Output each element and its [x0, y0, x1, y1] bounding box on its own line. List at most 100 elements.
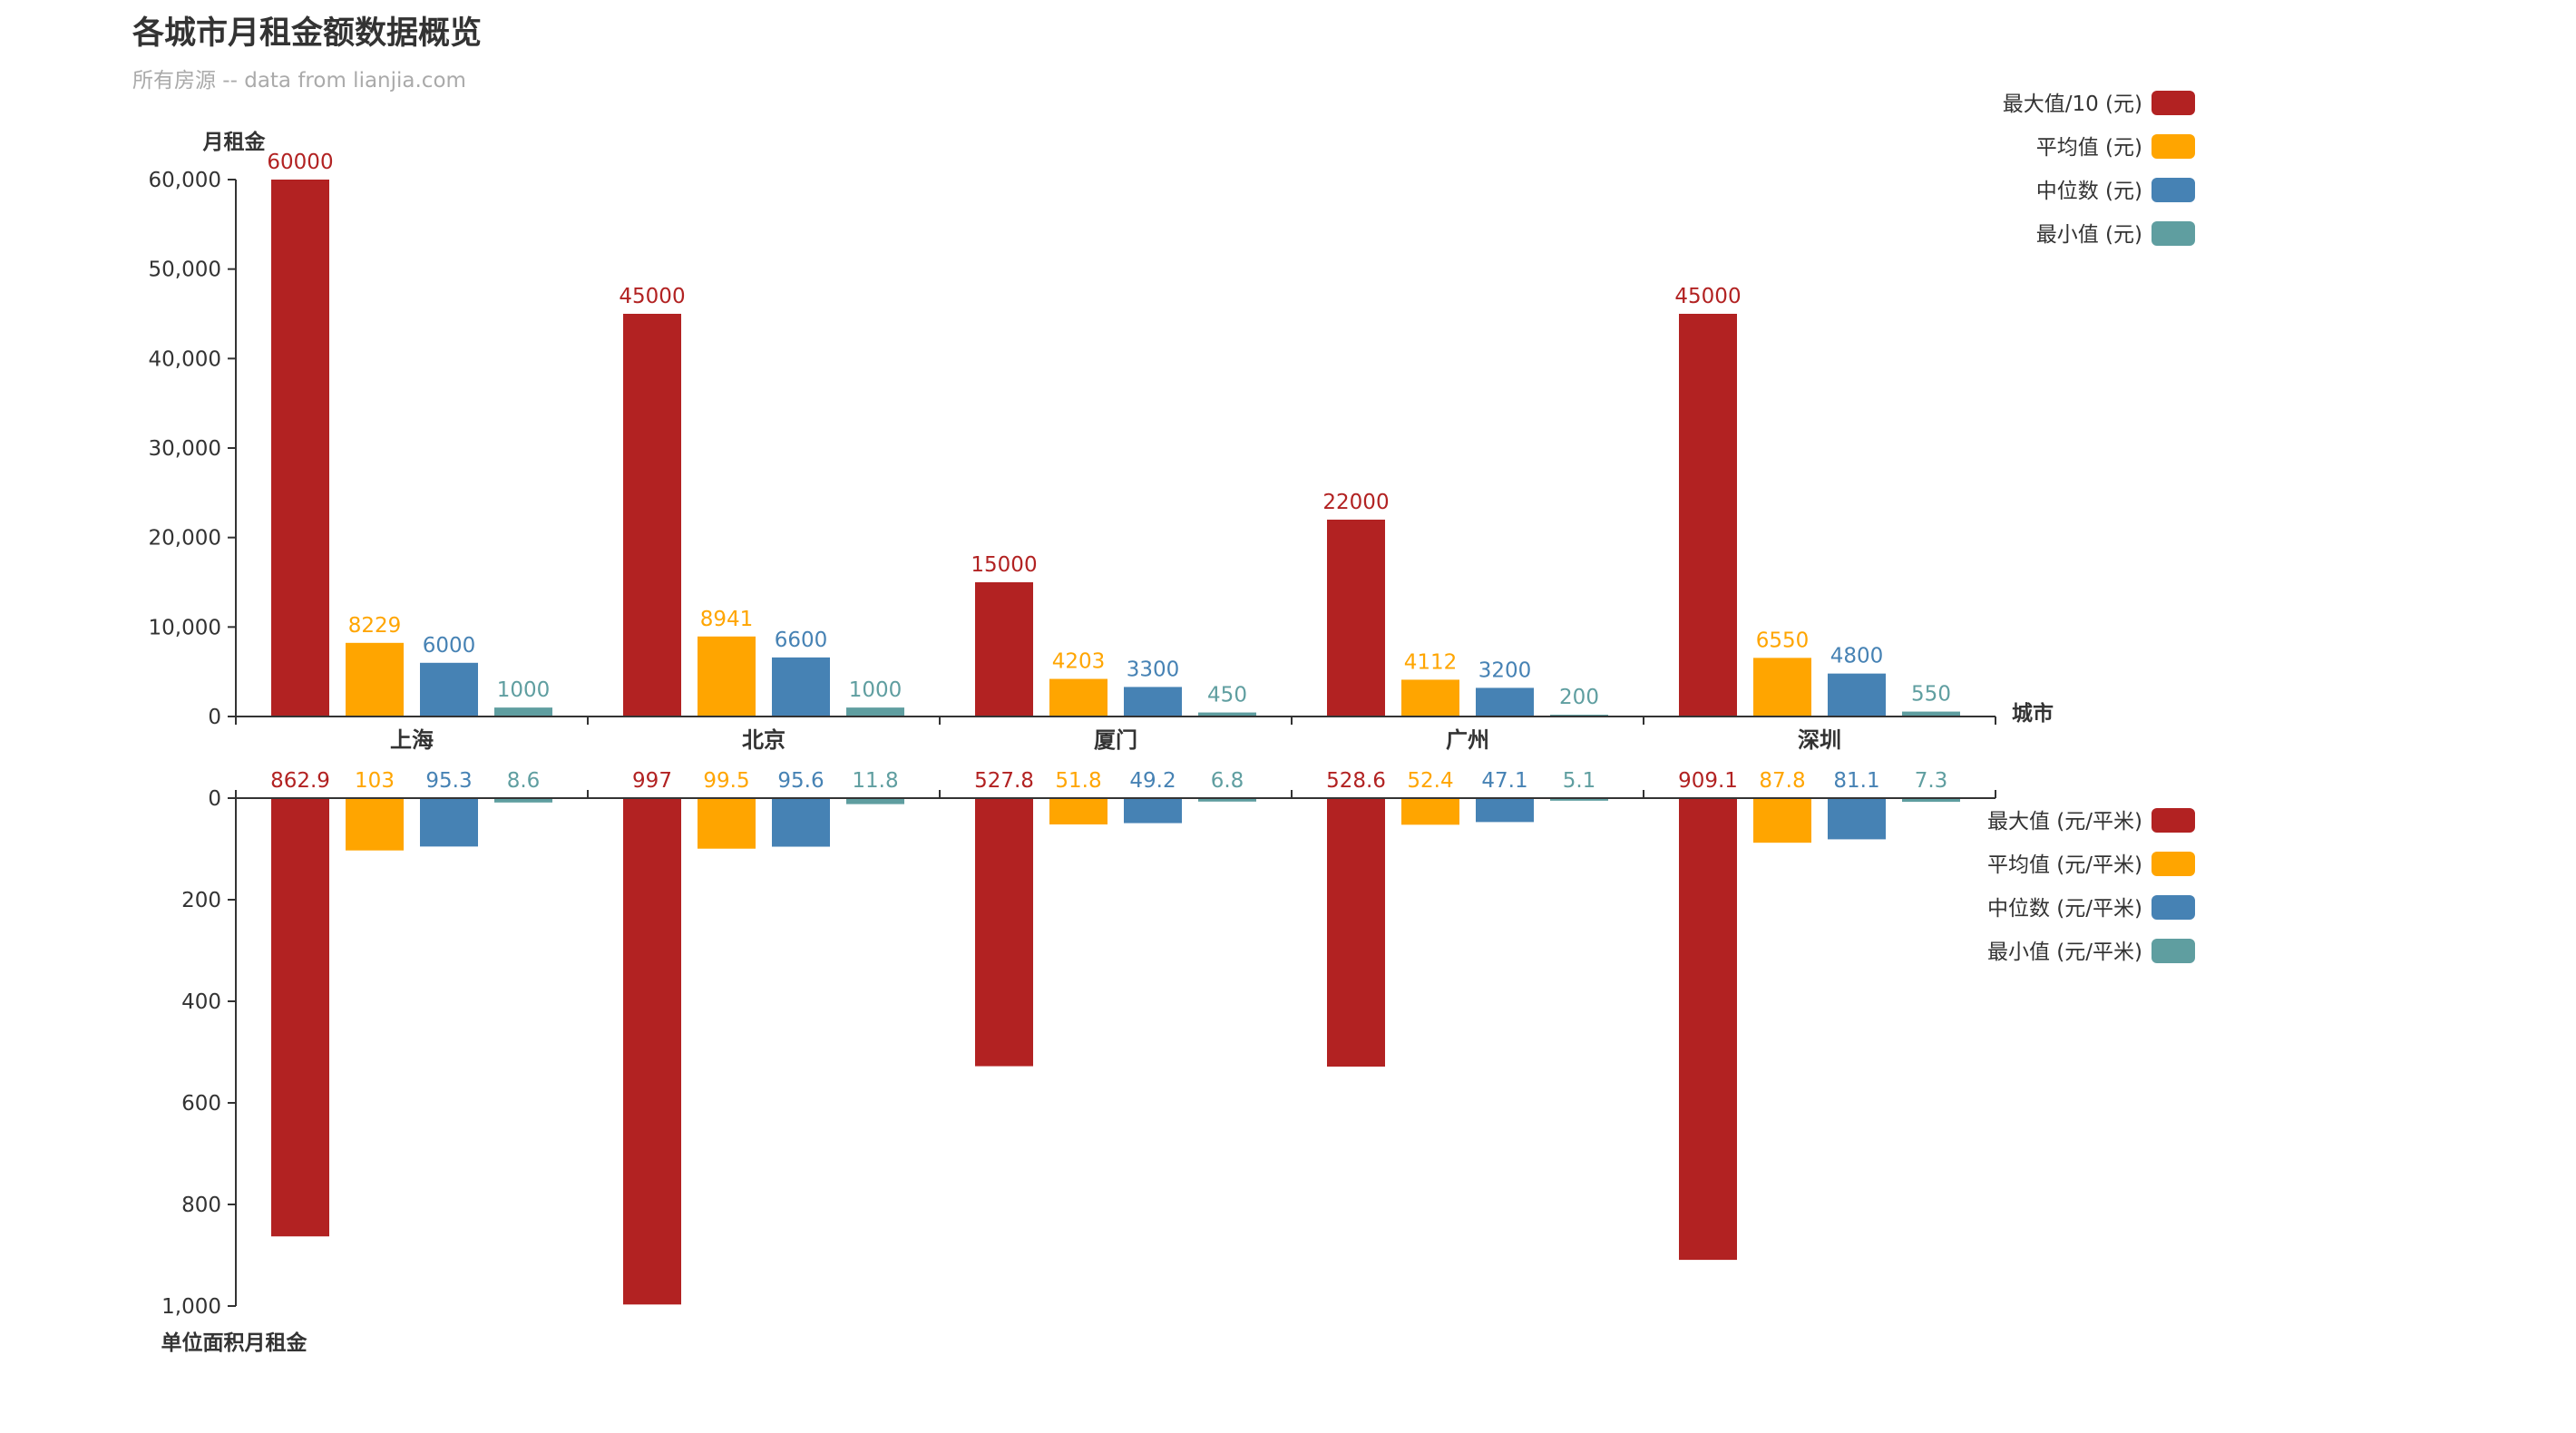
bottom-y-tick-label: 0 — [208, 787, 221, 811]
bottom-legend-label[interactable]: 平均值 (元/平米) — [1987, 853, 2142, 877]
top-legend-swatch[interactable] — [2152, 221, 2195, 246]
bottom-bar[interactable] — [975, 798, 1033, 1067]
top-bar[interactable] — [975, 582, 1033, 716]
bottom-bar[interactable] — [1753, 798, 1811, 843]
top-bar[interactable] — [1679, 314, 1737, 716]
bottom-bar[interactable] — [1679, 798, 1737, 1261]
bottom-bar[interactable] — [698, 798, 756, 849]
top-y-tick-label: 20,000 — [149, 527, 221, 551]
bottom-bar[interactable] — [494, 798, 552, 803]
top-data-label: 4203 — [1052, 650, 1106, 674]
top-bar[interactable] — [772, 657, 830, 716]
bottom-data-label: 7.3 — [1915, 769, 1948, 793]
bottom-data-label: 95.3 — [425, 769, 472, 793]
top-legend-swatch[interactable] — [2152, 91, 2195, 115]
bottom-data-label: 52.4 — [1407, 769, 1453, 793]
top-bar[interactable] — [420, 662, 478, 716]
bottom-y-tick-label: 200 — [181, 889, 221, 912]
bottom-bar[interactable] — [623, 798, 681, 1305]
bottom-bar[interactable] — [271, 798, 329, 1237]
bottom-data-label: 6.8 — [1211, 769, 1244, 793]
bottom-bar[interactable] — [1049, 798, 1107, 825]
top-y-axis-name: 月租金 — [202, 130, 267, 154]
bottom-bar[interactable] — [1476, 798, 1534, 823]
bottom-legend-swatch[interactable] — [2152, 808, 2195, 833]
bottom-y-tick-label: 1,000 — [161, 1295, 221, 1319]
top-legend-label[interactable]: 中位数 (元) — [2036, 180, 2142, 203]
bottom-bar[interactable] — [846, 798, 904, 804]
bottom-legend-swatch[interactable] — [2152, 895, 2195, 920]
bottom-data-label: 51.8 — [1055, 769, 1101, 793]
x-category-label: 深圳 — [1798, 727, 1841, 753]
bottom-data-label: 862.9 — [270, 769, 330, 793]
bottom-bar[interactable] — [1124, 798, 1182, 824]
top-bar[interactable] — [271, 180, 329, 716]
top-bar[interactable] — [1902, 711, 1960, 716]
chart-title: 各城市月租金额数据概览 — [132, 15, 482, 52]
bottom-legend-label[interactable]: 最大值 (元/平米) — [1987, 810, 2142, 833]
bottom-legend-swatch[interactable] — [2152, 939, 2195, 963]
top-legend-label[interactable]: 最大值/10 (元) — [2003, 93, 2142, 116]
top-data-label: 550 — [1911, 683, 1951, 707]
top-y-tick-label: 0 — [208, 706, 221, 729]
top-data-label: 8229 — [348, 614, 402, 638]
top-data-label: 15000 — [971, 553, 1037, 577]
top-bar[interactable] — [698, 636, 756, 716]
bottom-data-label: 99.5 — [703, 769, 749, 793]
bottom-bar[interactable] — [1327, 798, 1385, 1067]
top-data-label: 4800 — [1830, 645, 1884, 668]
top-y-tick-label: 30,000 — [149, 437, 221, 461]
top-panel: 0 10,000 20,000 30,000 40,000 50,000 60,000 600… — [149, 151, 1996, 753]
bottom-y-axis-name: 单位面积月租金 — [161, 1331, 308, 1355]
top-data-label: 6550 — [1756, 629, 1810, 652]
top-bar[interactable] — [346, 642, 404, 716]
top-legend[interactable]: 最大值/10 (元) 平均值 (元) 中位数 (元) 最小值 (元) — [2003, 91, 2195, 247]
top-bar[interactable] — [1049, 678, 1107, 716]
top-data-label: 1000 — [497, 678, 551, 702]
bottom-bar[interactable] — [772, 798, 830, 847]
top-bar[interactable] — [623, 314, 681, 716]
top-legend-label[interactable]: 最小值 (元) — [2036, 223, 2142, 247]
top-data-label: 200 — [1559, 686, 1599, 709]
top-bar[interactable] — [1476, 687, 1534, 716]
bottom-data-label: 49.2 — [1129, 769, 1176, 793]
bottom-bar[interactable] — [420, 798, 478, 847]
bottom-bar[interactable] — [1550, 798, 1608, 801]
bottom-data-label: 87.8 — [1759, 769, 1805, 793]
top-legend-label[interactable]: 平均值 (元) — [2036, 136, 2142, 160]
x-category-label: 上海 — [390, 727, 434, 753]
top-bar[interactable] — [494, 707, 552, 716]
bottom-data-label: 11.8 — [852, 769, 898, 793]
top-bar[interactable] — [1124, 687, 1182, 716]
top-data-label: 8941 — [700, 608, 754, 631]
bottom-legend-swatch[interactable] — [2152, 852, 2195, 876]
bottom-y-tick-label: 800 — [181, 1194, 221, 1217]
top-data-label: 1000 — [849, 678, 903, 702]
bottom-bar[interactable] — [1401, 798, 1459, 825]
top-legend-swatch[interactable] — [2152, 178, 2195, 202]
top-data-label: 6000 — [423, 634, 476, 658]
bottom-legend[interactable]: 最大值 (元/平米) 平均值 (元/平米) 中位数 (元/平米) 最小值 (元/平米) — [1987, 808, 2195, 964]
bottom-bar[interactable] — [1902, 798, 1960, 803]
bottom-bar[interactable] — [346, 798, 404, 851]
bottom-bar[interactable] — [1828, 798, 1886, 840]
top-bar[interactable] — [1753, 658, 1811, 716]
bottom-data-label: 997 — [632, 769, 672, 793]
top-data-label: 45000 — [1674, 285, 1741, 308]
top-bar[interactable] — [1401, 679, 1459, 716]
bottom-panel: 0 200 400 600 800 1,000 862.9 997 527.8 528.6 909.… — [161, 769, 1996, 1319]
bottom-data-label: 8.6 — [507, 769, 541, 793]
top-legend-swatch[interactable] — [2152, 134, 2195, 159]
bottom-legend-label[interactable]: 最小值 (元/平米) — [1987, 941, 2142, 964]
bottom-bar[interactable] — [1198, 798, 1256, 802]
top-bar[interactable] — [846, 707, 904, 716]
bottom-data-label: 81.1 — [1833, 769, 1879, 793]
top-y-tick-label: 60,000 — [149, 169, 221, 192]
bottom-y-tick-label: 600 — [181, 1092, 221, 1116]
top-data-label: 45000 — [619, 285, 685, 308]
top-bar[interactable] — [1828, 673, 1886, 716]
top-bar[interactable] — [1327, 519, 1385, 716]
bottom-legend-label[interactable]: 中位数 (元/平米) — [1987, 897, 2142, 921]
bottom-data-label: 909.1 — [1678, 769, 1738, 793]
top-bar[interactable] — [1198, 712, 1256, 716]
